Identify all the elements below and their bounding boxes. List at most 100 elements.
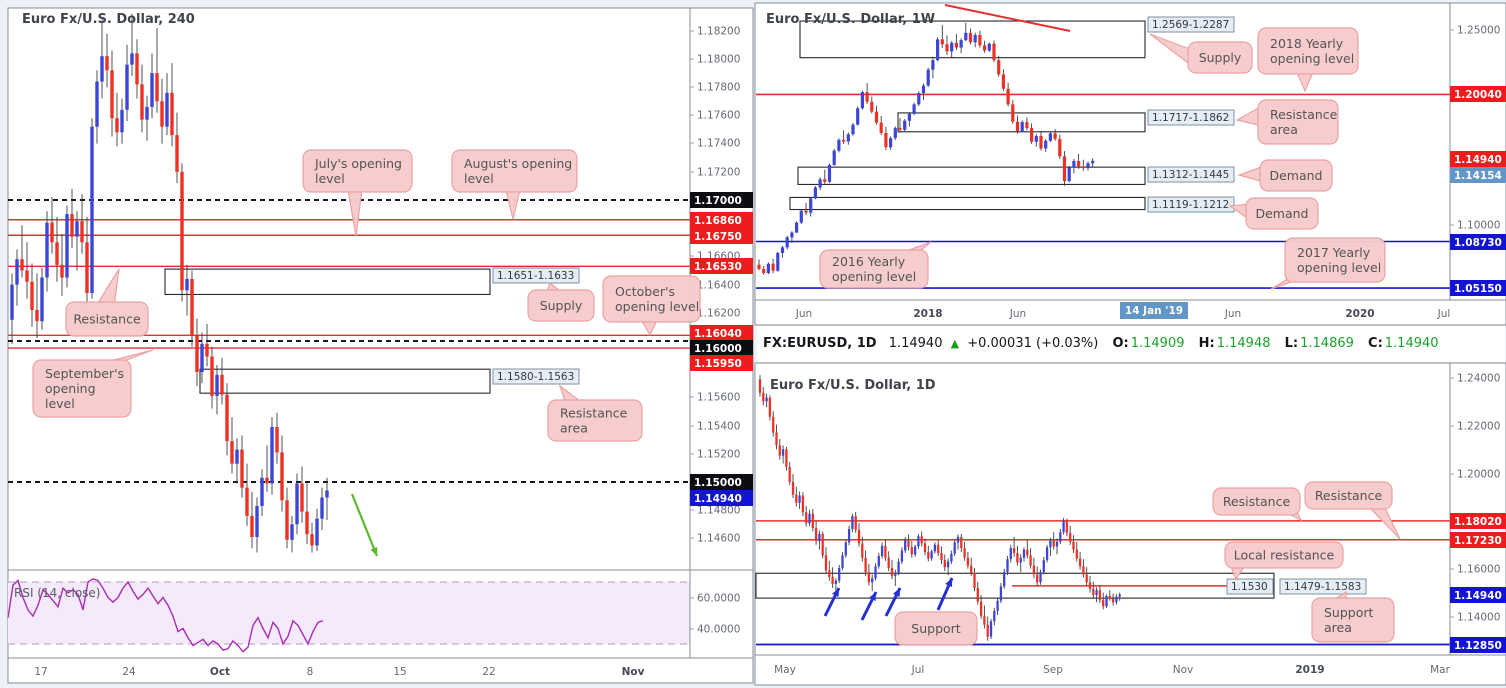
annotation-arrow[interactable]: [350, 493, 379, 557]
candle-body: [894, 572, 897, 576]
candle-body: [788, 466, 791, 482]
candle-body: [930, 551, 933, 559]
candle-body: [105, 56, 109, 71]
candle-body: [1042, 560, 1045, 573]
candle-body: [325, 490, 329, 498]
candle-body: [1044, 140, 1048, 149]
candle-body: [959, 40, 963, 48]
callout-box: [302, 149, 413, 193]
callout-balloon[interactable]: Local resistance: [1224, 541, 1344, 581]
callout-balloon[interactable]: Supply: [527, 282, 595, 322]
up-triangle-icon: ▲: [950, 337, 960, 350]
time-scale-label: Nov: [1173, 664, 1194, 676]
candle-body: [926, 69, 930, 86]
zone-price-label-box[interactable]: [1279, 578, 1367, 595]
candle-body: [1026, 549, 1029, 556]
zone-box[interactable]: [755, 572, 1275, 599]
candle-body: [979, 601, 983, 616]
ticker-symbol[interactable]: FX:EURUSD, 1D: [763, 336, 877, 351]
time-scale-label: 17: [34, 666, 47, 678]
zone-price-label-box[interactable]: [1147, 196, 1235, 213]
price-badge-label: 1.15950: [694, 358, 742, 370]
ticker-high-label: H:: [1198, 336, 1215, 351]
time-scale-label: 24: [122, 666, 136, 678]
candle-body: [854, 516, 857, 530]
callout-text: area: [560, 421, 588, 436]
candle-body: [963, 548, 966, 558]
callout-balloon[interactable]: Resistance: [65, 268, 149, 337]
zone-price-label: 1.2569-1.2287: [1152, 19, 1229, 31]
callout-text: August's opening: [464, 156, 572, 171]
zone-box[interactable]: [897, 112, 1146, 133]
callout-balloon[interactable]: Resistance: [1212, 487, 1303, 522]
candle-body: [903, 120, 907, 130]
candle-body: [155, 73, 159, 102]
callout-box: [1224, 541, 1344, 569]
trendline[interactable]: [944, 4, 1071, 32]
zone-price-label-box[interactable]: [1147, 166, 1235, 183]
candle-body: [240, 449, 244, 488]
rsi-indicator-label: RSI (14, close): [14, 586, 100, 600]
price-badge-label: 1.17230: [1454, 535, 1502, 547]
price-badge: [1450, 167, 1506, 183]
candle-body: [798, 495, 801, 503]
ticker-low-label: L:: [1284, 336, 1299, 351]
candle-body: [1053, 133, 1057, 139]
callout-text: opening: [45, 381, 96, 396]
candlestick-series: [757, 22, 1095, 275]
zone-box[interactable]: [789, 196, 1146, 211]
candle-body: [315, 518, 319, 546]
zone-price-label-box[interactable]: [1147, 16, 1235, 33]
zone-box[interactable]: [199, 368, 491, 394]
chart-title-240: Euro Fx/U.S. Dollar, 240: [22, 12, 195, 27]
zone-price-label-box[interactable]: [1226, 578, 1274, 595]
zone-price-label-box[interactable]: [492, 267, 580, 284]
callout-text: area: [1324, 620, 1352, 635]
candle-body: [874, 111, 879, 123]
callout-balloon[interactable]: Demand: [1228, 197, 1319, 230]
zone-price-label-box[interactable]: [492, 368, 580, 385]
zone-box[interactable]: [797, 166, 1146, 185]
candle-body: [80, 221, 84, 243]
candle-body: [884, 545, 887, 558]
candle-body: [50, 222, 54, 243]
candle-body: [235, 449, 239, 464]
candle-body: [785, 449, 788, 467]
callout-balloon[interactable]: Demand: [1237, 159, 1333, 192]
callout-balloon[interactable]: Resistance: [1304, 481, 1401, 540]
callout-balloon[interactable]: Supply: [1149, 33, 1253, 74]
callout-text: Resistance: [560, 406, 628, 421]
candle-body: [851, 516, 854, 530]
callout-box: [1284, 237, 1386, 283]
zone-box[interactable]: [164, 268, 491, 296]
candle-body: [1086, 163, 1090, 169]
candle-body: [860, 92, 864, 109]
candle-body: [893, 128, 897, 139]
price-badge: [690, 212, 753, 228]
zone-price-label-box[interactable]: [1147, 109, 1235, 126]
callout-text: Demand: [1255, 206, 1308, 221]
candle-body: [130, 53, 134, 65]
time-scale-label: 22: [482, 666, 495, 678]
candle-body: [772, 416, 775, 433]
candle-body: [1034, 135, 1038, 142]
candle-body: [305, 511, 309, 535]
callout-text: Resistance: [1270, 107, 1338, 122]
zone-box[interactable]: [799, 20, 1146, 59]
callout-box: [1187, 41, 1253, 74]
candle-body: [1118, 594, 1121, 597]
callout-balloon[interactable]: Support: [894, 611, 978, 646]
candle-body: [897, 561, 900, 573]
candle-body: [992, 43, 996, 61]
